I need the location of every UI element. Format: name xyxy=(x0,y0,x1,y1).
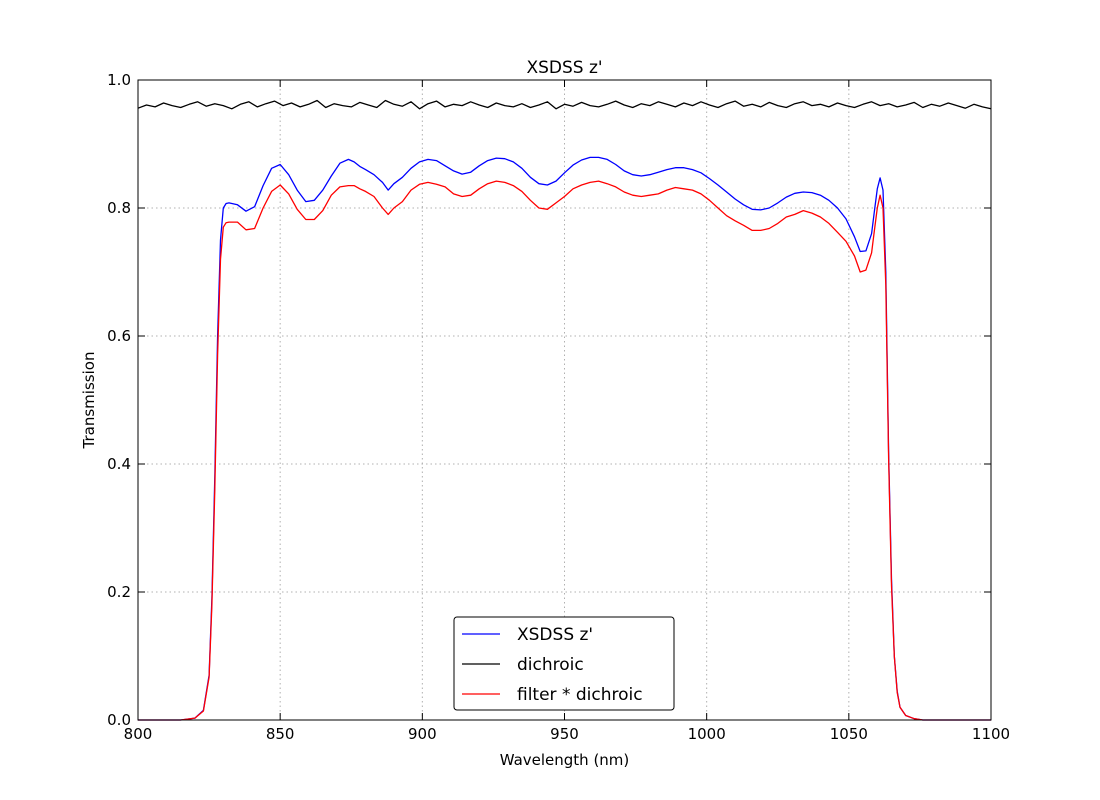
x-tick-label: 800 xyxy=(124,725,153,743)
legend-label-2: filter * dichroic xyxy=(517,685,643,705)
chart-title: XSDSS z' xyxy=(526,58,602,78)
series-lines xyxy=(137,99,992,721)
y-tick-label: 0.0 xyxy=(107,711,131,729)
axis-ticks: 800 850 900 950 1000 1050 1100 0.0 0.2 0.4 0.6 0.8 1… xyxy=(107,71,1010,743)
y-tick-label: 1.0 xyxy=(107,71,131,89)
y-axis-label: Transmission xyxy=(80,352,98,450)
legend-label-0: XSDSS z' xyxy=(517,625,593,645)
y-tick-label: 0.4 xyxy=(107,455,131,473)
legend-box xyxy=(453,616,675,711)
x-tick-label: 1050 xyxy=(830,725,868,743)
x-tick-label: 1100 xyxy=(972,725,1010,743)
y-tick-label: 0.8 xyxy=(107,199,131,217)
x-axis-label: Wavelength (nm) xyxy=(500,751,630,769)
x-tick-label: 950 xyxy=(550,725,579,743)
series-line-0 xyxy=(138,156,991,721)
legend-label-1: dichroic xyxy=(517,655,584,675)
y-tick-label: 0.6 xyxy=(107,327,131,345)
series-line-2 xyxy=(138,180,991,721)
y-tick-label: 0.2 xyxy=(107,583,131,601)
grid-lines xyxy=(138,80,991,720)
x-tick-label: 1000 xyxy=(688,725,726,743)
series-line-1 xyxy=(137,99,992,110)
x-tick-label: 850 xyxy=(266,725,295,743)
x-tick-label: 900 xyxy=(408,725,437,743)
legend: XSDSS z' dichroic filter * dichroic xyxy=(453,616,675,711)
